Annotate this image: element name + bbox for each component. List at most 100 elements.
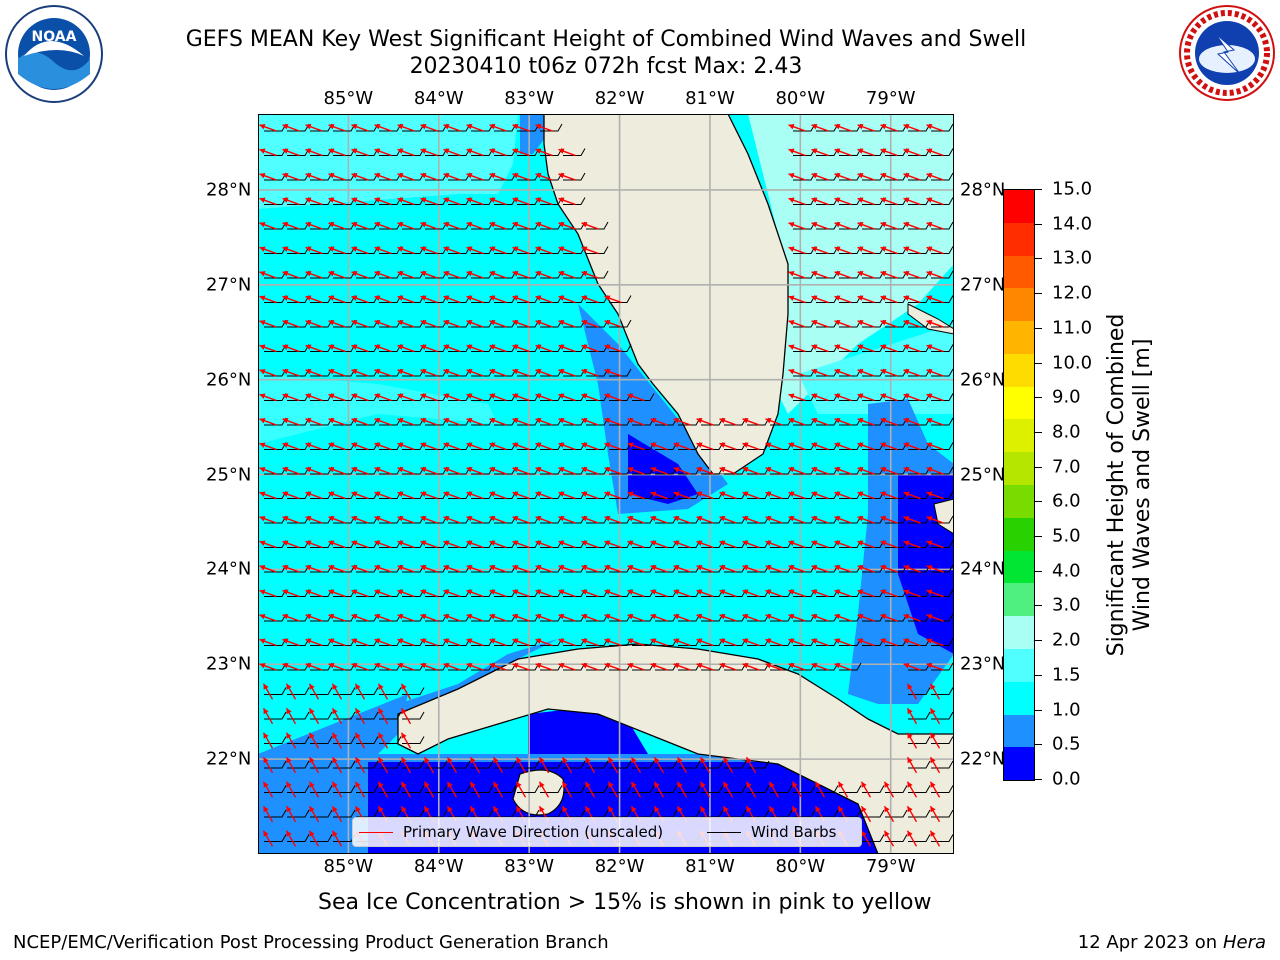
wave-arrow <box>788 344 806 353</box>
wave-arrow <box>558 467 576 475</box>
wind-barb <box>931 613 954 622</box>
wave-arrow <box>906 805 918 823</box>
wave-arrow <box>466 442 484 451</box>
wave-arrow <box>857 246 875 255</box>
wave-arrow <box>262 756 274 774</box>
wave-arrow <box>489 638 507 647</box>
wave-arrow <box>374 638 392 647</box>
wave-arrow <box>328 271 346 279</box>
wave-arrow <box>328 589 346 598</box>
wave-arrow <box>630 781 642 798</box>
colorbar-segment <box>1004 648 1034 682</box>
wave-arrow <box>331 805 343 823</box>
wave-arrow <box>558 614 576 622</box>
wave-arrow <box>581 614 599 622</box>
wave-arrow <box>857 540 875 549</box>
wave-arrow <box>515 781 527 798</box>
wave-arrow <box>466 320 484 328</box>
lat-label-left: 23°N <box>206 653 252 675</box>
wave-arrow <box>535 344 553 353</box>
wave-arrow <box>443 173 461 181</box>
wave-arrow <box>811 614 829 622</box>
colorbar-tick-label: 11.0 <box>1052 317 1093 339</box>
wave-arrow <box>883 781 895 798</box>
wave-arrow <box>903 369 921 377</box>
wave-arrow <box>282 320 300 328</box>
wave-arrow <box>466 614 484 622</box>
wave-arrow <box>282 589 300 598</box>
wave-arrow <box>535 271 553 279</box>
wave-arrow <box>420 418 438 426</box>
wave-arrow <box>512 246 530 255</box>
colorbar-tick-mark <box>1034 223 1042 225</box>
wave-arrow <box>742 565 760 573</box>
wave-arrow <box>696 516 714 524</box>
wave-arrow <box>857 369 875 377</box>
wave-arrow <box>929 781 941 798</box>
wave-arrow <box>604 320 622 328</box>
wave-arrow <box>466 271 484 279</box>
wave-arrow <box>811 369 829 377</box>
colorbar-segment <box>1004 288 1034 322</box>
wave-arrow <box>926 638 944 647</box>
wind-barb <box>931 123 954 132</box>
wave-arrow <box>535 565 553 573</box>
wave-arrow <box>305 418 323 426</box>
wave-arrow <box>880 442 898 451</box>
wave-arrow <box>857 148 875 157</box>
wave-arrow <box>811 173 829 181</box>
lat-label-right: 27°N <box>960 274 1006 296</box>
wave-arrow <box>420 491 438 500</box>
wave-arrow <box>285 756 297 774</box>
wave-arrow <box>397 295 415 304</box>
wave-arrow <box>926 295 944 304</box>
footer-credit: NCEP/EMC/Verification Post Processing Pr… <box>13 932 609 953</box>
wave-arrow <box>581 393 599 402</box>
wave-arrow <box>903 540 921 549</box>
colorbar-segment <box>1004 517 1034 551</box>
wave-arrow <box>535 173 553 181</box>
wave-arrow <box>374 197 392 206</box>
wave-arrow <box>880 638 898 647</box>
wave-arrow <box>443 589 461 598</box>
wave-arrow <box>420 320 438 328</box>
wave-arrow <box>443 222 461 230</box>
wave-arrow <box>377 732 389 749</box>
wave-arrow <box>259 540 277 549</box>
wave-arrow <box>377 756 389 774</box>
wave-arrow <box>466 663 484 671</box>
wave-arrow <box>512 663 530 671</box>
colorbar-tick-label: 10.0 <box>1052 352 1093 374</box>
wave-arrow <box>397 271 415 279</box>
wave-arrow <box>926 516 944 524</box>
wave-arrow <box>627 614 645 622</box>
wave-arrow <box>282 442 300 451</box>
wave-arrow <box>285 830 297 847</box>
footer-date-text: 12 Apr 2023 on <box>1077 932 1223 953</box>
wave-arrow <box>880 295 898 304</box>
wave-arrow <box>331 683 343 700</box>
wave-arrow <box>331 781 343 798</box>
wave-arrow <box>538 781 550 798</box>
colorbar-tick-mark <box>1034 362 1042 364</box>
wave-arrow <box>673 418 691 426</box>
wave-arrow <box>420 467 438 475</box>
wave-arrow <box>512 491 530 500</box>
wave-arrow <box>354 781 366 798</box>
wave-arrow <box>765 638 783 647</box>
gulf-wave-band-nw <box>258 114 518 209</box>
wave-arrow <box>397 222 415 230</box>
wave-arrow <box>512 222 530 230</box>
wave-arrow <box>259 589 277 598</box>
wave-arrow <box>719 614 737 622</box>
wave-arrow <box>443 516 461 524</box>
wave-arrow <box>535 124 553 132</box>
wave-arrow <box>903 148 921 157</box>
legend-wind-label: Wind Barbs <box>751 823 837 841</box>
wave-arrow <box>627 565 645 573</box>
wave-arrow <box>259 124 277 132</box>
wave-arrow <box>282 222 300 230</box>
wave-arrow <box>857 320 875 328</box>
isle-of-youth <box>512 769 565 816</box>
wave-arrow <box>581 467 599 475</box>
